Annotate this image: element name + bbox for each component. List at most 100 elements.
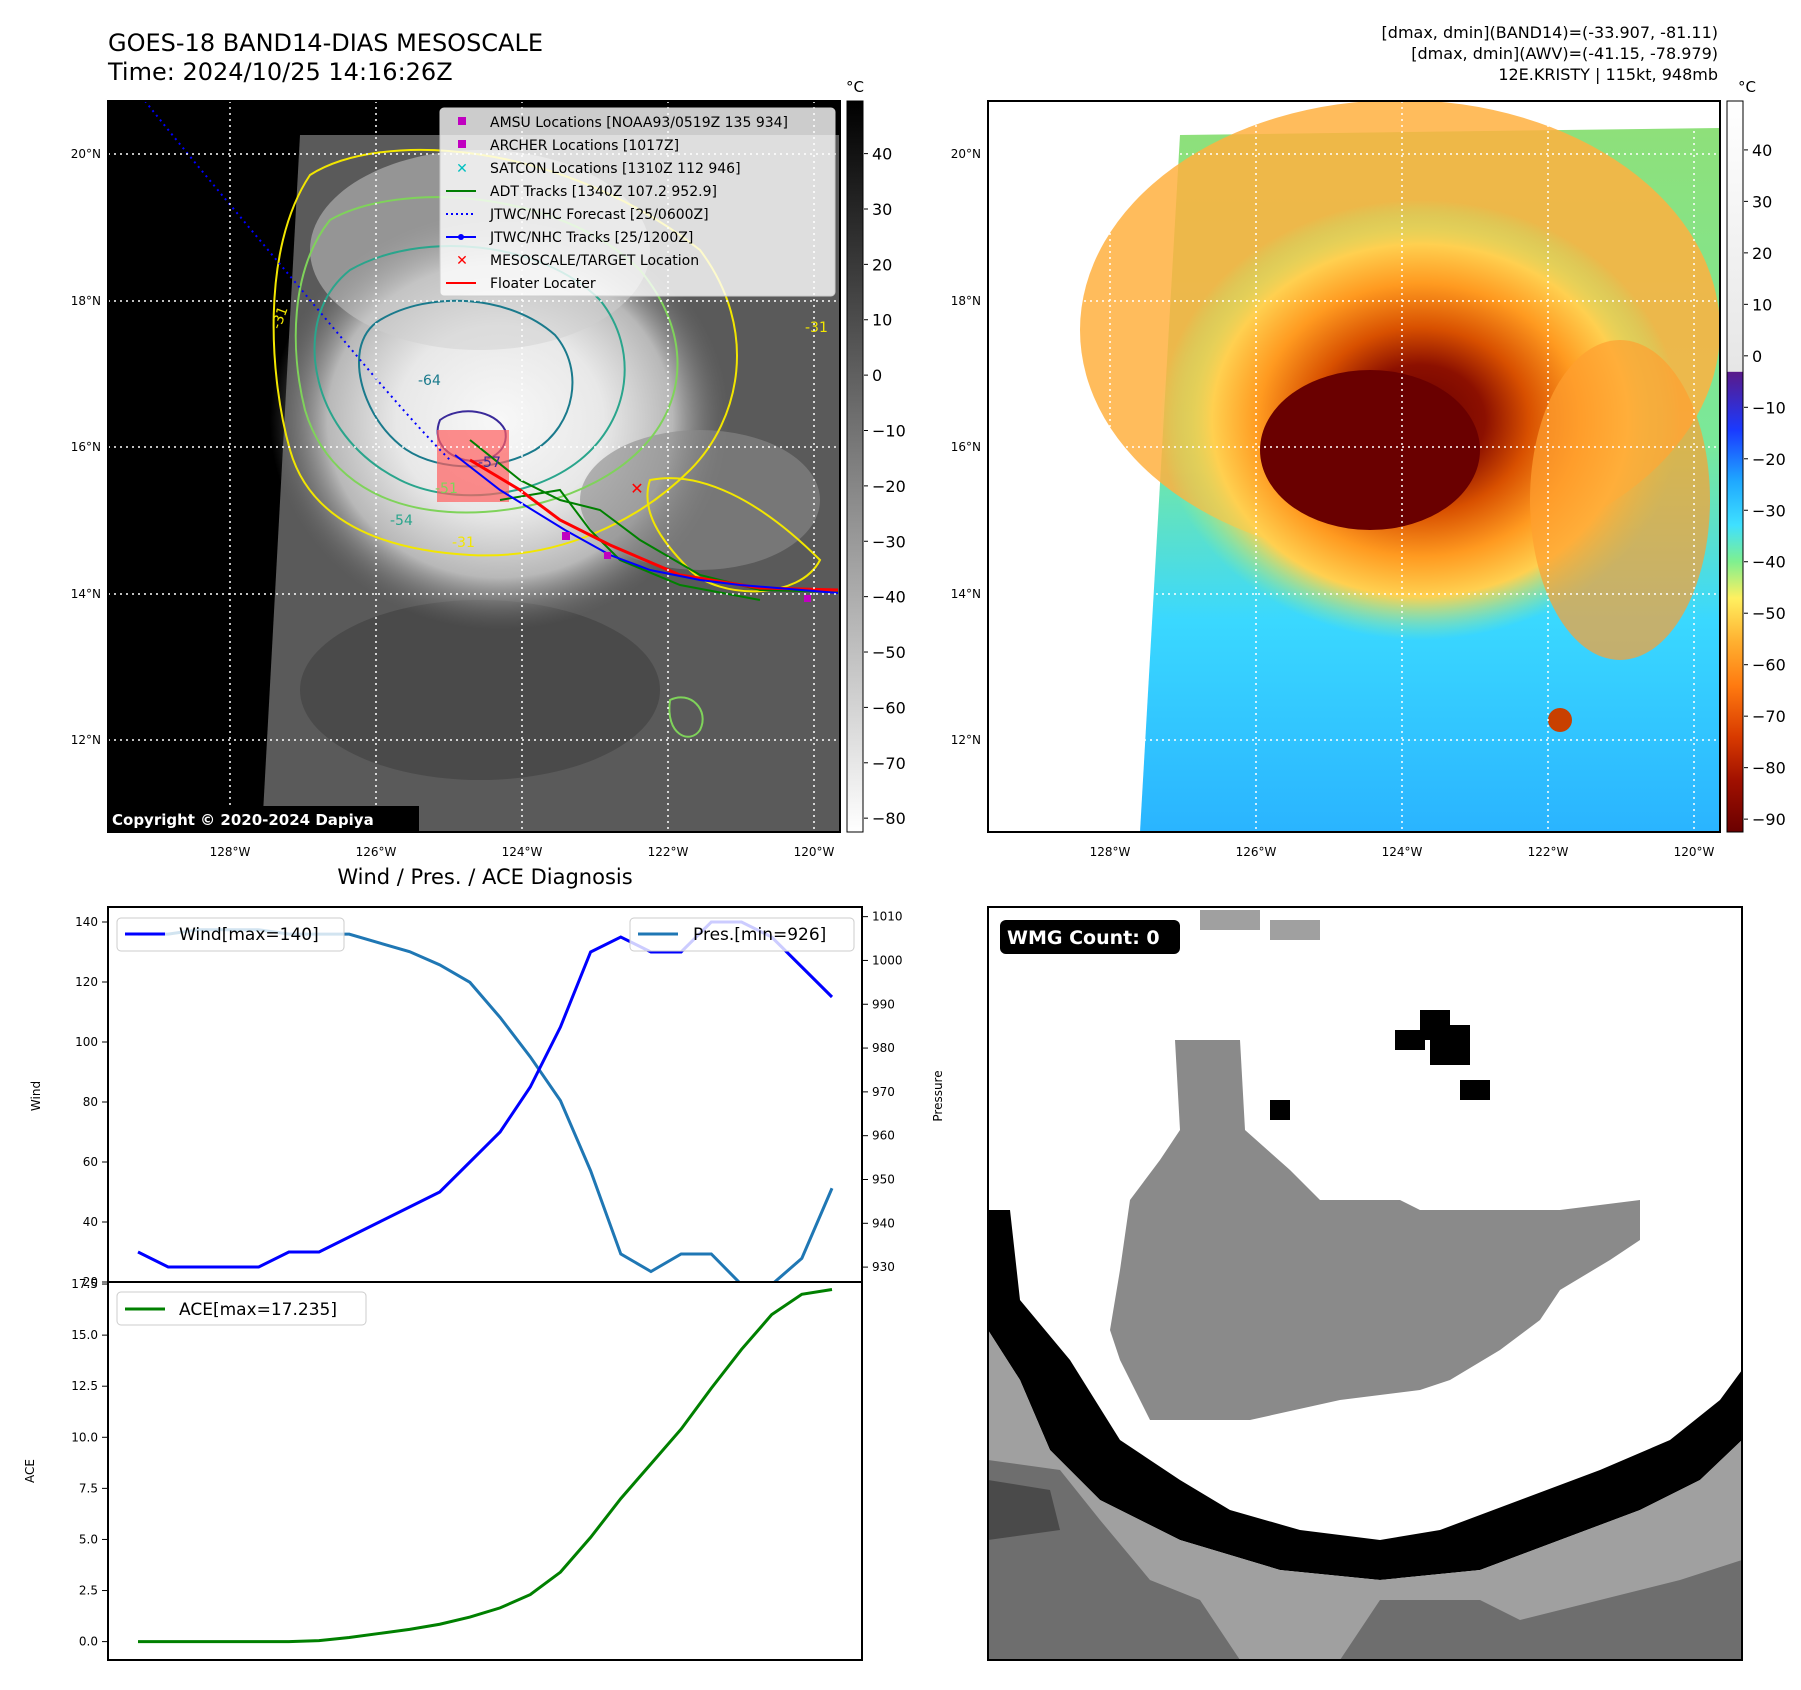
lat-label: 18°N [951, 294, 981, 308]
lat-label: 12°N [71, 733, 101, 747]
colorbar-tick-label: −10 [872, 422, 906, 441]
floater-locater-line [469, 458, 839, 592]
colorbar-tick-label: 30 [872, 200, 892, 219]
ace-tick-label: 10.0 [71, 1430, 98, 1444]
wind-axis-label: Wind [29, 1081, 43, 1111]
legend-satcon-marker: ✕ [456, 161, 468, 177]
lon-label: 126°W [356, 845, 397, 859]
figure-title: GOES-18 BAND14-DIAS MESOSCALE [108, 29, 543, 57]
archer-marker-2 [804, 595, 811, 602]
legend-archer-label: ARCHER Locations [1017Z] [490, 138, 679, 154]
wmg-light-gray-region [988, 1330, 1742, 1660]
wmg-black-cell [1460, 1080, 1490, 1100]
wind-y-ticks: 20 40 60 80 100 120 140 [75, 915, 108, 1289]
gray-colorbar: °C 40 30 20 10 0 −10 −20 −30 −40 −50 −60 −70 −80 [846, 78, 906, 833]
color-colorbar: °C 40 30 20 10 0 −10 −20 −30 −40 −50 −60 −70 −80 −90 [1726, 78, 1786, 833]
colorbar-tick-label: 10 [1752, 295, 1772, 314]
lon-label: 122°W [648, 845, 689, 859]
lon-label: 124°W [502, 845, 543, 859]
map-frame [107, 100, 841, 833]
ace-series-line [138, 1287, 833, 1644]
ace-panel-frame [107, 1281, 863, 1661]
ace-tick-label: 0.0 [79, 1635, 98, 1649]
color-colorbar-unit: °C [1738, 78, 1756, 96]
pressure-y-ticks: 930 940 950 960 970 980 990 1000 1010 [862, 910, 903, 1274]
figure-time: Time: 2024/10/25 14:16:26Z [107, 58, 453, 86]
pressure-tick-label: 930 [872, 1260, 895, 1274]
pressure-tick-label: 950 [872, 1172, 895, 1186]
colorbar-tick-label: 40 [1752, 141, 1772, 160]
contour-label: -57 [478, 455, 501, 471]
diagnosis-title: Wind / Pres. / ACE Diagnosis [337, 865, 632, 889]
lat-label: 12°N [951, 733, 981, 747]
lat-label: 14°N [71, 587, 101, 601]
legend-amsu-label: AMSU Locations [NOAA93/0519Z 135 934] [490, 115, 788, 131]
legend-target-marker: ✕ [456, 253, 468, 269]
colorbar-tick-label: 10 [872, 311, 892, 330]
wmg-dark-gray-bottom [1340, 1560, 1742, 1660]
lat-label: 18°N [71, 294, 101, 308]
contour-label: -31 [452, 535, 475, 551]
legend-box [439, 107, 836, 297]
wmg-black-cell [1395, 1030, 1425, 1050]
eyewall-color [1260, 370, 1480, 530]
color-map-axis-labels: 20°N 18°N 16°N 14°N 12°N 128°W 126°W 124… [951, 147, 1715, 859]
wind-pressure-panel: 20 40 60 80 100 120 140 930 940 950 960 970 980 990 1… [29, 906, 945, 1289]
colorbar-tick-label: −80 [872, 809, 906, 828]
wmg-black-ring [988, 1210, 1742, 1580]
ace-tick-label: 12.5 [71, 1379, 98, 1393]
gray-colorbar-ticks: 40 30 20 10 0 −10 −20 −30 −40 −50 −60 −70 −80 [864, 145, 906, 828]
contour-small-cell [668, 696, 704, 738]
wmg-gray-cell [1200, 910, 1260, 930]
ir-gray-map: ✕ -64 -57 -54 -51 -31 -31 -31 [71, 100, 841, 859]
best-track-line [454, 454, 839, 594]
contour-57 [358, 299, 574, 468]
lat-label: 14°N [951, 587, 981, 601]
legend-forecast-label: JTWC/NHC Forecast [25/0600Z] [489, 207, 709, 223]
colorbar-tick-label: −10 [1752, 398, 1786, 417]
legend-archer-marker [458, 140, 466, 148]
wind-tick-label: 100 [75, 1035, 98, 1049]
wind-legend-box [116, 917, 345, 952]
wmg-gray-region [1110, 1040, 1640, 1420]
ace-tick-label: 15.0 [71, 1328, 98, 1342]
legend-floater-label: Floater Locater [490, 276, 596, 292]
pressure-tick-label: 970 [872, 1085, 895, 1099]
pressure-legend: Pres.[min=926] [629, 917, 855, 952]
header: GOES-18 BAND14-DIAS MESOSCALE Time: 2024… [107, 23, 1718, 86]
colorbar-tick-label: −80 [1752, 759, 1786, 778]
ace-legend-box [116, 1291, 367, 1326]
forecast-track-line [144, 101, 451, 461]
colorbar-tick-label: −30 [1752, 501, 1786, 520]
ir-color-map: 20°N 18°N 16°N 14°N 12°N 128°W 126°W 124… [951, 100, 1721, 859]
ace-axis-label: ACE [23, 1459, 37, 1483]
colorbar-tick-label: 0 [872, 366, 882, 385]
wmg-black-cell [1430, 1025, 1470, 1065]
map-legend: AMSU Locations [NOAA93/0519Z 135 934] AR… [439, 107, 836, 297]
legend-amsu-marker [458, 117, 466, 125]
ace-tick-label: 5.0 [79, 1532, 98, 1546]
lon-label: 120°W [1674, 845, 1715, 859]
color-gridlines [988, 101, 1720, 832]
adt-track-line-2 [499, 488, 761, 601]
contour-label: -64 [418, 373, 441, 389]
wmg-frame [987, 906, 1743, 1661]
colorbar-tick-label: −50 [1752, 604, 1786, 623]
pressure-tick-label: 940 [872, 1216, 895, 1230]
lon-label: 128°W [210, 845, 251, 859]
lon-label: 126°W [1236, 845, 1277, 859]
contour-label: -51 [435, 481, 458, 497]
ace-tick-label: 7.5 [79, 1481, 98, 1495]
pressure-tick-label: 990 [872, 997, 895, 1011]
wmg-count-badge [1000, 920, 1180, 954]
wmg-count-label: WMG Count: 0 [1007, 927, 1160, 949]
pressure-tick-label: 1000 [872, 953, 903, 967]
wind-tick-label: 60 [83, 1155, 98, 1169]
pressure-axis-label: Pressure [931, 1070, 945, 1121]
colorbar-tick-label: −60 [872, 698, 906, 717]
colorbar-tick-label: −60 [1752, 656, 1786, 675]
color-map-frame [987, 100, 1721, 833]
contour-label: -31 [805, 320, 828, 336]
ace-panel: 0.0 2.5 5.0 7.5 10.0 12.5 15.0 17.5 ACE ACE[max… [23, 1277, 863, 1661]
wind-tick-label: 20 [83, 1275, 98, 1289]
